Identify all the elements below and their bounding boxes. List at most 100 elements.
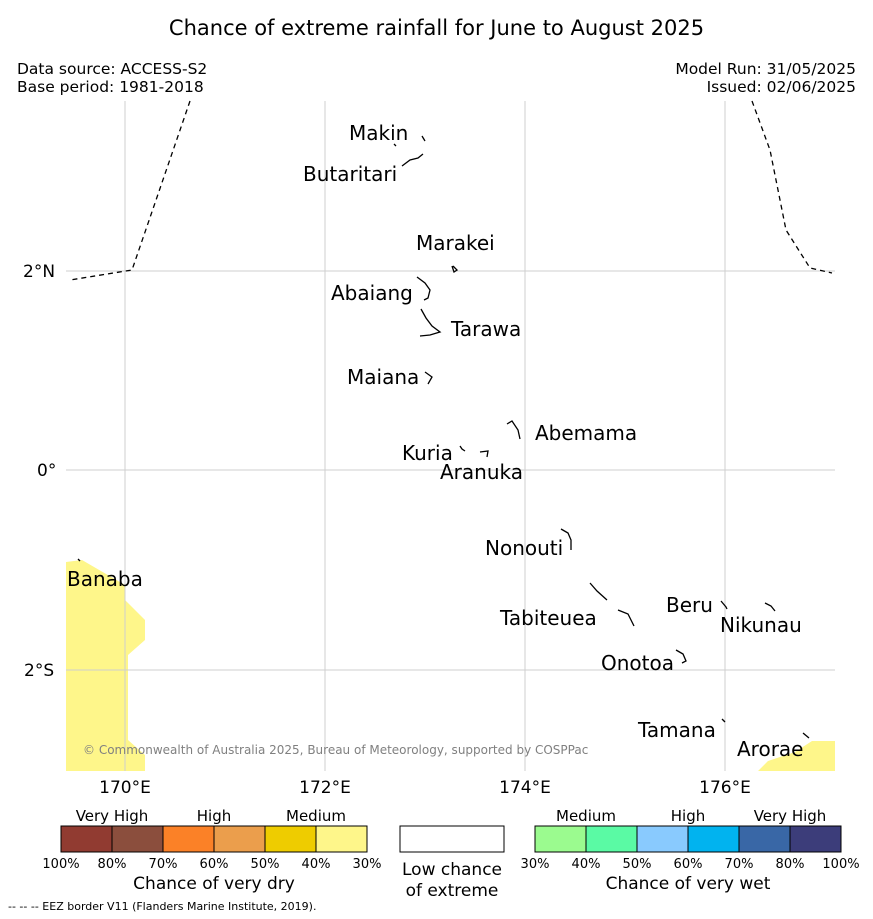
legend-dry-group-medium: Medium: [286, 807, 346, 825]
legend-wet-ticks: 30% 40% 50% 60% 70% 80% 100%: [521, 857, 860, 872]
lat-tick-2s: 2°S: [24, 661, 54, 681]
island-onotoa-shape: [675, 649, 687, 664]
legend-wet-group-high: High: [671, 807, 705, 825]
legend-wet-caption: Chance of very wet: [606, 874, 771, 894]
dry-shading-west: [66, 560, 145, 771]
legend-wet-swatch-4: [738, 825, 791, 853]
legend-wet-tick-6: 100%: [822, 857, 859, 872]
island-nonouti-shape: [560, 528, 572, 550]
copyright-text: © Commonwealth of Australia 2025, Bureau…: [83, 743, 588, 757]
island-tarawa-shape: [419, 308, 442, 337]
island-tabiteuea-shape: [589, 582, 635, 627]
legend-low-swatch: [399, 825, 505, 853]
legend-wet-group-very-high: Very High: [754, 807, 827, 825]
legend-wet: Medium High Very High 30% 40% 50% 60% 70% 80%…: [521, 807, 860, 894]
island-label-onotoa: Onotoa: [601, 651, 674, 675]
island-makin-shape: [393, 135, 426, 147]
legend-wet-tick-4: 70%: [725, 857, 754, 872]
island-nikunau-shape: [764, 602, 776, 612]
gridlines: [66, 101, 835, 771]
issued-text: Issued: 02/06/2025: [706, 78, 856, 96]
legend-wet-tick-0: 30%: [521, 857, 550, 872]
legend-wet-swatch-0: [534, 825, 587, 853]
legend-wet-tick-1: 40%: [572, 857, 601, 872]
island-abemama-shape: [506, 420, 521, 440]
island-butaritari-shape: [401, 153, 424, 167]
island-label-tamana: Tamana: [637, 718, 716, 742]
lon-tick-172e: 172°E: [299, 778, 351, 798]
legend-dry-swatch-1: [111, 825, 164, 853]
island-maiana-shape: [424, 371, 433, 385]
island-label-beru: Beru: [666, 593, 713, 617]
legend-wet-tick-2: 50%: [623, 857, 652, 872]
legend-dry-swatch-3: [213, 825, 266, 853]
lon-tick-170e: 170°E: [99, 778, 151, 798]
legend-dry-swatch-0: [60, 825, 113, 853]
island-abaiang-shape: [416, 276, 431, 301]
data-source-block: Data source: ACCESS-S2 Base period: 1981…: [17, 60, 207, 96]
legend-wet-swatch-2: [636, 825, 689, 853]
island-banaba-shape: [77, 558, 81, 562]
legend-dry-group-high: High: [197, 807, 231, 825]
island-label-banaba: Banaba: [67, 567, 143, 591]
island-label-maiana: Maiana: [347, 365, 419, 389]
legend-dry-group-very-high: Very High: [76, 807, 149, 825]
legend-low-caption-2: of extreme: [406, 881, 499, 901]
island-tamana-shape: [721, 718, 726, 723]
legend-dry-tick-6: 30%: [353, 857, 382, 872]
legend-dry-swatch-2: [162, 825, 215, 853]
legend-wet-tick-3: 60%: [674, 857, 703, 872]
legend-dry-tick-4: 50%: [251, 857, 280, 872]
legend-dry-tick-2: 70%: [149, 857, 178, 872]
lon-tick-176e: 176°E: [699, 778, 751, 798]
island-label-abaiang: Abaiang: [331, 281, 413, 305]
island-label-makin: Makin: [349, 121, 408, 145]
eez-border-east: [751, 100, 833, 274]
legend-wet-swatches: [534, 825, 842, 853]
legend-wet-swatch-3: [687, 825, 740, 853]
island-label-tarawa: Tarawa: [450, 317, 521, 341]
base-period-text: Base period: 1981-2018: [17, 78, 204, 96]
island-label-aranuka: Aranuka: [440, 460, 523, 484]
lat-tick-2n: 2°N: [23, 262, 55, 282]
island-label-nikunau: Nikunau: [720, 613, 802, 637]
legend-dry-swatch-5: [315, 825, 368, 853]
island-label-nonouti: Nonouti: [485, 536, 563, 560]
eez-border-west: [69, 100, 191, 281]
lat-tick-eq: 0°: [37, 461, 56, 481]
legend-dry-swatches: [60, 825, 368, 853]
island-label-butaritari: Butaritari: [303, 162, 397, 186]
island-beru-shape: [720, 600, 728, 610]
lon-tick-174e: 174°E: [499, 778, 551, 798]
legend-dry-swatch-4: [264, 825, 317, 853]
legend-wet-swatch-5: [789, 825, 842, 853]
model-run-text: Model Run: 31/05/2025: [675, 60, 856, 78]
island-kuria-shape: [459, 445, 489, 458]
island-label-tabiteuea: Tabiteuea: [499, 606, 597, 630]
dry-shading-southeast: [758, 741, 835, 771]
legend-wet-tick-5: 80%: [776, 857, 805, 872]
island-arorae-shape: [802, 732, 810, 739]
legend-wet-group-medium: Medium: [556, 807, 616, 825]
legend-wet-swatch-1: [585, 825, 638, 853]
eez-border: [69, 100, 833, 281]
island-outlines: [77, 135, 810, 739]
legend-dry-tick-3: 60%: [200, 857, 229, 872]
island-label-marakei: Marakei: [416, 231, 495, 255]
legend-dry: Very High High Medium 100% 80% 70% 60% 50% 40…: [42, 807, 381, 894]
legend-dry-ticks: 100% 80% 70% 60% 50% 40% 30%: [42, 857, 381, 872]
legend-dry-caption: Chance of very dry: [133, 874, 295, 894]
island-label-kuria: Kuria: [402, 441, 453, 465]
island-marakei-shape: [451, 265, 459, 274]
legend-dry-tick-5: 40%: [302, 857, 331, 872]
legend-dry-tick-1: 80%: [98, 857, 127, 872]
eez-footnote: -- -- -- EEZ border V11 (Flanders Marine…: [8, 900, 317, 913]
island-label-arorae: Arorae: [737, 737, 803, 761]
legend-dry-tick-0: 100%: [42, 857, 79, 872]
data-source-text: Data source: ACCESS-S2: [17, 60, 208, 78]
page-title: Chance of extreme rainfall for June to A…: [168, 16, 705, 40]
model-run-block: Model Run: 31/05/2025 Issued: 02/06/2025: [675, 60, 856, 96]
island-label-abemama: Abemama: [535, 421, 637, 445]
legend-low: Low chance of extreme: [399, 825, 505, 901]
